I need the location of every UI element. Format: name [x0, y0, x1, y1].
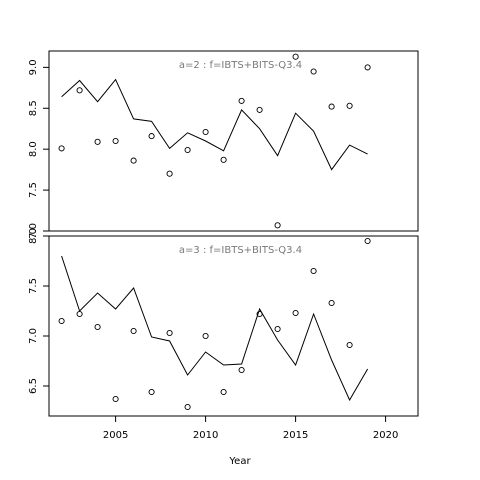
- x-tick-label: 2010: [193, 430, 218, 441]
- data-point: [184, 403, 191, 411]
- data-point: [292, 53, 299, 60]
- data-point: [220, 388, 227, 396]
- data-point: [58, 317, 65, 325]
- y-tick-label: 7.0: [28, 223, 39, 239]
- data-point: [346, 341, 353, 349]
- panel-label: a=2 : f=IBTS+BITS-Q3.4: [179, 60, 302, 71]
- y-tick-label: 8.0: [28, 228, 39, 244]
- data-point: [76, 310, 83, 318]
- y-tick-label: 7.5: [28, 278, 39, 294]
- data-point: [202, 332, 209, 340]
- data-point: [256, 310, 263, 318]
- x-axis: 2005 2010 2015 2020: [103, 416, 398, 441]
- data-point: [76, 87, 83, 94]
- data-point: [238, 97, 245, 104]
- data-point: [94, 323, 101, 331]
- panel-frame: [48, 235, 419, 417]
- data-point: [130, 157, 137, 164]
- y-tick-label: 9.0: [28, 59, 39, 75]
- data-point: [112, 137, 119, 145]
- data-point: [148, 388, 155, 396]
- data-point: [112, 395, 119, 403]
- data-point: [364, 64, 371, 71]
- y-tick-label: 8.5: [28, 100, 39, 116]
- data-point: [364, 237, 371, 245]
- series-line: [61, 255, 369, 402]
- data-point: [94, 138, 101, 145]
- data-point: [328, 299, 335, 307]
- data-point: [202, 128, 209, 136]
- y-tick-label: 7.5: [28, 182, 39, 198]
- data-point: [310, 68, 317, 75]
- y-tick-label: 8.0: [28, 141, 39, 157]
- data-point: [292, 309, 299, 317]
- data-point: [166, 329, 173, 337]
- data-point: [148, 133, 155, 140]
- data-point: [238, 366, 245, 374]
- data-point: [166, 170, 173, 177]
- panel-frame: [48, 50, 419, 232]
- data-point: [58, 145, 65, 152]
- data-point: [346, 102, 353, 109]
- data-point: [328, 103, 335, 110]
- panel-a2: a=2 : f=IBTS+BITS-Q3.4 7.0 7.5 8.0 8.5 9.0: [28, 50, 419, 239]
- data-point: [220, 156, 227, 163]
- data-point: [130, 327, 137, 335]
- data-point: [310, 267, 317, 275]
- panel-label: a=3 : f=IBTS+BITS-Q3.4: [179, 245, 302, 256]
- x-tick-label: 2020: [373, 430, 398, 441]
- x-tick-label: 2015: [283, 430, 308, 441]
- x-axis-title: Year: [228, 456, 251, 467]
- y-tick-label: 6.5: [28, 378, 39, 394]
- panel-a3: a=3 : f=IBTS+BITS-Q3.4 6.5 7.0 7.5 8.0: [28, 228, 419, 417]
- data-point: [274, 222, 281, 229]
- data-point: [274, 325, 281, 333]
- y-tick-label: 7.0: [28, 328, 39, 344]
- x-tick-label: 2005: [103, 430, 128, 441]
- data-point: [184, 146, 191, 154]
- series-line: [61, 78, 368, 171]
- data-point: [256, 106, 263, 113]
